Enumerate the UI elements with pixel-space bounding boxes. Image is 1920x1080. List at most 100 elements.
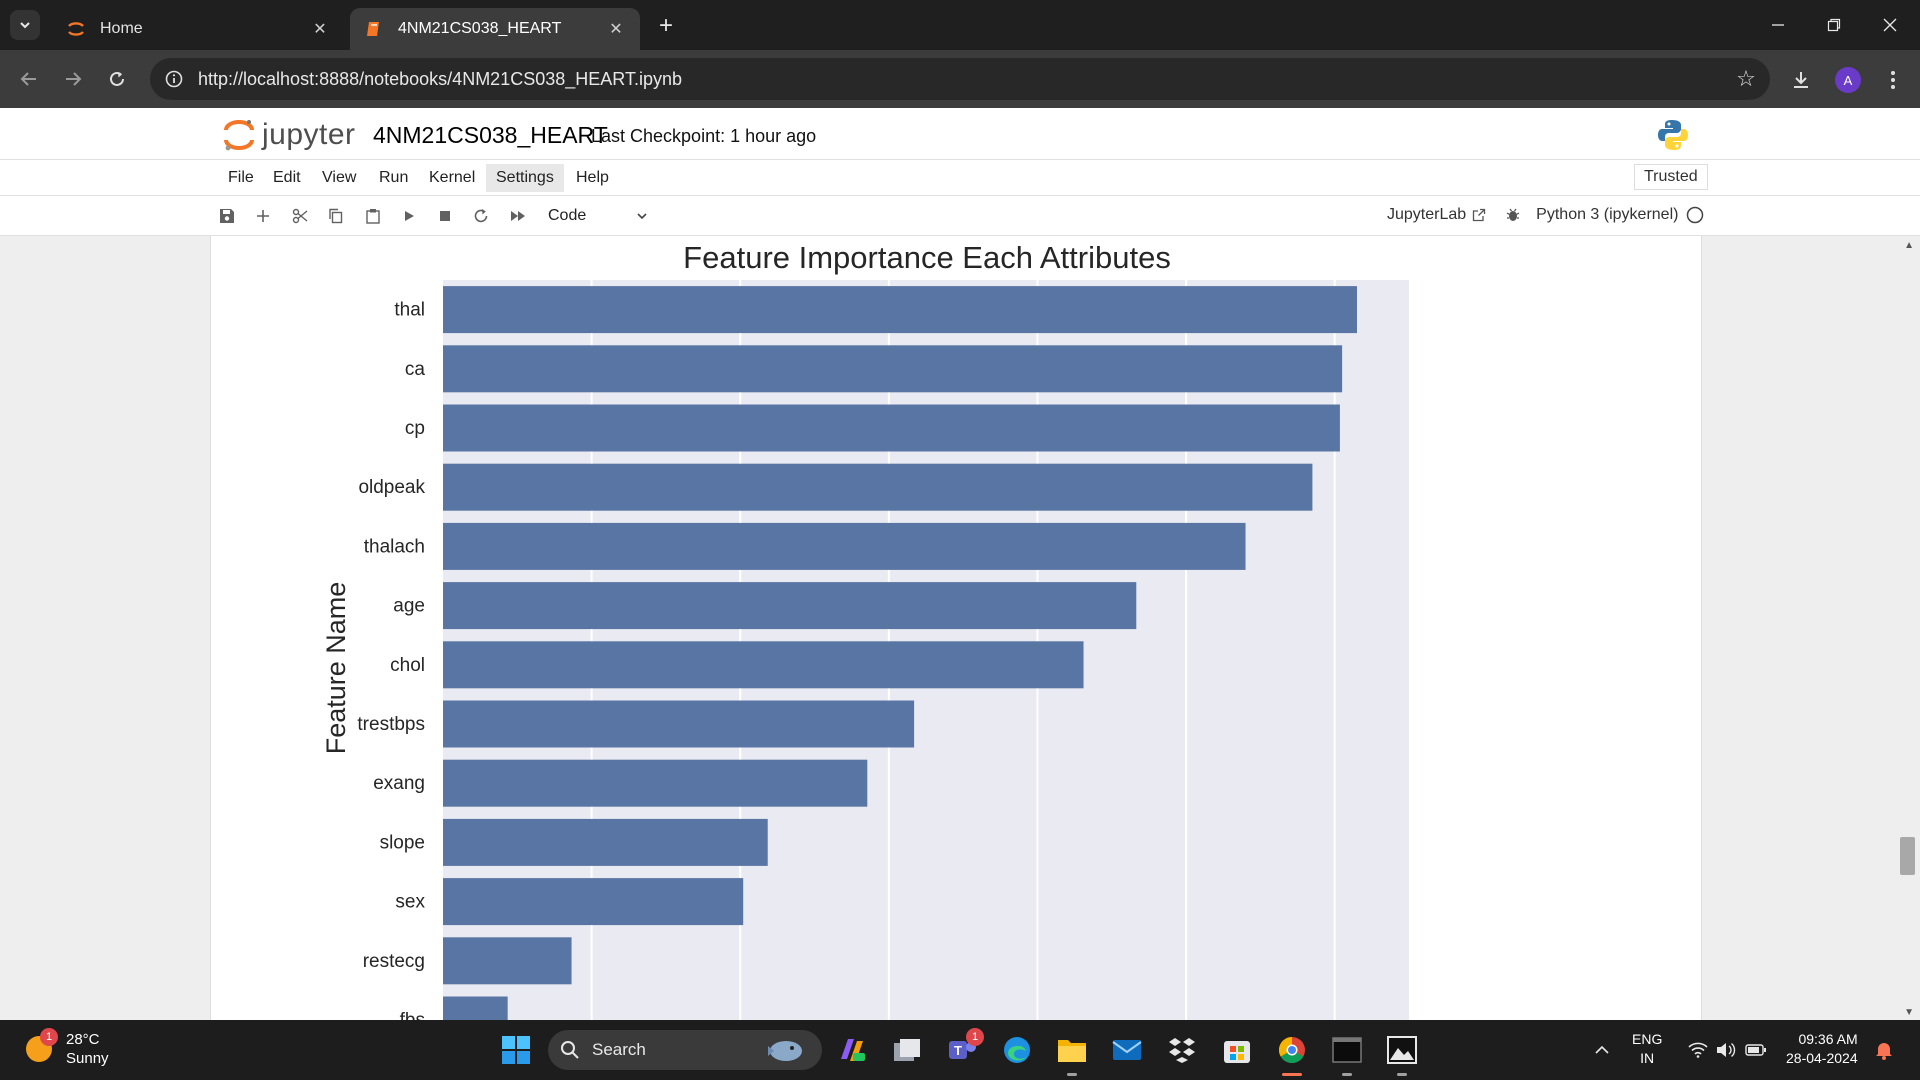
clock-date: 28-04-2024	[1786, 1050, 1858, 1066]
reload-icon[interactable]	[102, 64, 132, 94]
clock[interactable]: 09:36 AM 28-04-2024	[1786, 1030, 1858, 1068]
svg-text:T: T	[954, 1043, 962, 1058]
close-window-icon[interactable]	[1862, 0, 1918, 50]
chart-tick-label-oldpeak: oldpeak	[358, 477, 425, 498]
menu-file[interactable]: File	[228, 169, 254, 186]
external-link-icon[interactable]	[1472, 208, 1486, 222]
search-placeholder: Search	[592, 1040, 646, 1059]
address-bar[interactable]: http://localhost:8888/notebooks/4NM21CS0…	[150, 58, 1770, 100]
chart-tick-label-exang: exang	[373, 773, 425, 794]
volume-icon[interactable]	[1708, 1032, 1744, 1068]
close-icon[interactable]: ✕	[609, 21, 623, 38]
forward-arrow-icon[interactable]	[58, 64, 88, 94]
chart-bar-cp	[443, 404, 1340, 452]
jupyter-logo-text: jupyter	[262, 118, 356, 151]
chart-tick-label-restecg: restecg	[363, 951, 425, 972]
chevron-up-icon[interactable]	[1584, 1032, 1620, 1068]
cell-type-select[interactable]: Code	[548, 205, 648, 227]
notification-bell-icon[interactable]	[1866, 1032, 1902, 1068]
cut-icon[interactable]	[288, 204, 312, 228]
scrollbar-thumb[interactable]	[1900, 837, 1915, 875]
stop-icon[interactable]	[433, 204, 457, 228]
chart-tick-label-ca: ca	[405, 359, 426, 380]
copy-icon[interactable]	[324, 204, 348, 228]
notebook-favicon-icon	[364, 19, 384, 39]
chart-tick-label-thal: thal	[394, 300, 425, 321]
copilot-icon[interactable]	[834, 1032, 870, 1068]
sun-icon: 1	[26, 1028, 58, 1062]
windows-taskbar: 1 28°C Sunny Search T 1	[0, 1020, 1920, 1080]
chrome-icon[interactable]	[1274, 1032, 1310, 1068]
new-tab-button[interactable]: +	[658, 12, 673, 39]
profile-avatar[interactable]: A	[1835, 67, 1861, 93]
tab-notebook[interactable]: 4NM21CS038_HEART ✕	[350, 8, 640, 50]
kernel-name[interactable]: Python 3 (ipykernel)	[1536, 206, 1679, 223]
checkpoint-status: Last Checkpoint: 1 hour ago	[591, 126, 817, 146]
restart-icon[interactable]	[469, 204, 493, 228]
battery-icon[interactable]	[1738, 1032, 1774, 1068]
wifi-icon[interactable]	[1680, 1032, 1716, 1068]
search-icon	[561, 1041, 579, 1059]
chart-bar-fbs	[443, 996, 508, 1020]
tab-home[interactable]: Home ✕	[52, 8, 344, 50]
clock-time: 09:36 AM	[1798, 1031, 1858, 1047]
scroll-down-icon[interactable]: ▼	[1904, 1007, 1914, 1018]
chart-bar-oldpeak	[443, 463, 1313, 511]
running-indicator	[1342, 1073, 1352, 1076]
microsoft-store-icon[interactable]	[1219, 1032, 1255, 1068]
weather-widget[interactable]: 1 28°C Sunny	[26, 1028, 109, 1068]
menu-view[interactable]: View	[322, 169, 357, 186]
save-icon[interactable]	[215, 204, 239, 228]
language-line1: ENG	[1632, 1031, 1663, 1047]
weather-badge: 1	[40, 1028, 58, 1046]
add-cell-icon[interactable]	[251, 204, 275, 228]
jupyterlab-link[interactable]: JupyterLab	[1387, 206, 1467, 223]
mail-icon[interactable]	[1109, 1032, 1145, 1068]
jupyter-menubar: File Edit View Run Kernel Settings Help …	[0, 160, 1920, 196]
notebook-title[interactable]: 4NM21CS038_HEART	[373, 122, 608, 148]
menu-kernel[interactable]: Kernel	[429, 169, 476, 186]
menu-edit[interactable]: Edit	[273, 169, 301, 186]
task-view-icon[interactable]	[889, 1032, 925, 1068]
site-info-icon[interactable]	[150, 70, 198, 88]
terminal-icon[interactable]	[1329, 1032, 1365, 1068]
jupyter-header: jupyter 4NM21CS038_HEART Last Checkpoint…	[0, 108, 1920, 160]
run-icon[interactable]	[397, 204, 421, 228]
minimize-icon[interactable]	[1750, 0, 1806, 50]
download-icon[interactable]	[1785, 64, 1817, 96]
paste-icon[interactable]	[361, 204, 385, 228]
running-indicator	[1067, 1073, 1077, 1076]
menu-help[interactable]: Help	[576, 169, 609, 186]
close-icon[interactable]: ✕	[313, 21, 327, 38]
scroll-up-icon[interactable]: ▲	[1904, 240, 1914, 251]
jupyter-favicon-icon	[66, 19, 86, 39]
search-highlight-icon	[768, 1041, 802, 1061]
tab-search-button[interactable]	[10, 10, 40, 40]
taskbar-search[interactable]: Search	[548, 1030, 822, 1070]
menu-run[interactable]: Run	[379, 169, 409, 186]
language-indicator[interactable]: ENG IN	[1632, 1030, 1662, 1068]
teams-badge: 1	[966, 1028, 984, 1046]
feature-importance-chart: thal ca cp oldpeak thalach age chol trestbps exa…	[321, 240, 1409, 1020]
menu-settings[interactable]: Settings	[486, 164, 564, 192]
python-logo-icon	[1656, 118, 1690, 157]
cell-type-value: Code	[548, 207, 587, 224]
teams-icon[interactable]: T 1	[944, 1028, 984, 1068]
debugger-bug-icon[interactable]	[1506, 207, 1520, 223]
photos-icon[interactable]	[1384, 1032, 1420, 1068]
bookmark-star-icon[interactable]: ☆	[1736, 66, 1756, 91]
jupyter-logo[interactable]: jupyter	[222, 118, 356, 152]
dropbox-icon[interactable]	[1164, 1032, 1200, 1068]
browser-tab-strip: Home ✕ 4NM21CS038_HEART ✕ +	[0, 0, 1920, 50]
notebook-area: thal ca cp oldpeak thalach age chol trestbps exa…	[0, 236, 1920, 1020]
restore-icon[interactable]	[1806, 0, 1862, 50]
more-menu-icon[interactable]	[1877, 64, 1909, 96]
kernel-area: JupyterLab Python 3 (ipykernel)	[1387, 206, 1704, 224]
back-arrow-icon[interactable]	[14, 64, 44, 94]
chart-tick-label-trestbps: trestbps	[357, 714, 425, 735]
restart-run-all-icon[interactable]	[506, 204, 530, 228]
file-explorer-icon[interactable]	[1054, 1032, 1090, 1068]
windows-start-icon[interactable]	[498, 1032, 534, 1068]
trusted-indicator[interactable]: Trusted	[1634, 164, 1708, 190]
edge-icon[interactable]	[999, 1032, 1035, 1068]
